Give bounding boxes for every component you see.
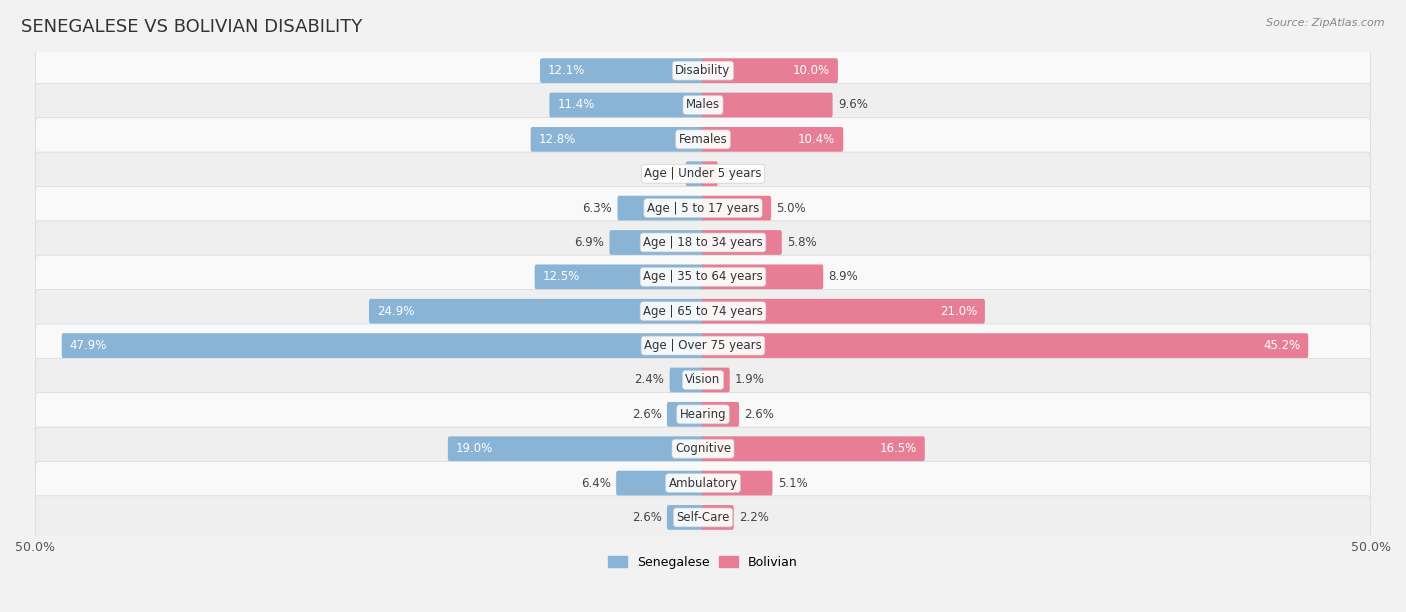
Text: 2.2%: 2.2% [740,511,769,524]
FancyBboxPatch shape [702,264,824,289]
Text: 10.4%: 10.4% [799,133,835,146]
Text: 2.4%: 2.4% [634,373,664,386]
FancyBboxPatch shape [35,49,1371,92]
FancyBboxPatch shape [35,461,1371,505]
FancyBboxPatch shape [702,92,832,118]
Text: 5.1%: 5.1% [778,477,807,490]
FancyBboxPatch shape [702,333,1308,358]
Text: 19.0%: 19.0% [456,442,494,455]
Text: Age | 35 to 64 years: Age | 35 to 64 years [643,271,763,283]
Text: Hearing: Hearing [679,408,727,421]
Text: Age | Under 5 years: Age | Under 5 years [644,167,762,181]
Text: Age | Over 75 years: Age | Over 75 years [644,339,762,352]
Text: Age | 65 to 74 years: Age | 65 to 74 years [643,305,763,318]
Text: 45.2%: 45.2% [1263,339,1301,352]
FancyBboxPatch shape [702,471,772,496]
Text: Vision: Vision [685,373,721,386]
Text: 6.9%: 6.9% [574,236,605,249]
FancyBboxPatch shape [35,427,1371,471]
Text: SENEGALESE VS BOLIVIAN DISABILITY: SENEGALESE VS BOLIVIAN DISABILITY [21,18,363,36]
FancyBboxPatch shape [35,496,1371,539]
FancyBboxPatch shape [35,324,1371,367]
Text: Cognitive: Cognitive [675,442,731,455]
FancyBboxPatch shape [666,402,704,427]
FancyBboxPatch shape [702,196,770,220]
FancyBboxPatch shape [702,402,740,427]
FancyBboxPatch shape [702,368,730,392]
Text: 9.6%: 9.6% [838,99,868,111]
FancyBboxPatch shape [702,505,734,530]
Text: 5.8%: 5.8% [787,236,817,249]
FancyBboxPatch shape [449,436,704,461]
Text: 12.5%: 12.5% [543,271,579,283]
Text: 5.0%: 5.0% [776,201,806,215]
Text: Disability: Disability [675,64,731,77]
Text: 6.3%: 6.3% [582,201,612,215]
FancyBboxPatch shape [62,333,704,358]
FancyBboxPatch shape [534,264,704,289]
Text: 21.0%: 21.0% [939,305,977,318]
FancyBboxPatch shape [35,289,1371,333]
Text: 1.0%: 1.0% [723,167,752,181]
Text: 47.9%: 47.9% [70,339,107,352]
Text: 24.9%: 24.9% [377,305,415,318]
Text: 10.0%: 10.0% [793,64,830,77]
FancyBboxPatch shape [35,83,1371,127]
Text: 12.8%: 12.8% [538,133,576,146]
FancyBboxPatch shape [540,58,704,83]
Text: Females: Females [679,133,727,146]
Text: 16.5%: 16.5% [880,442,917,455]
Text: Age | 5 to 17 years: Age | 5 to 17 years [647,201,759,215]
Text: 2.6%: 2.6% [631,511,662,524]
FancyBboxPatch shape [368,299,704,324]
Text: 11.4%: 11.4% [557,99,595,111]
Text: Males: Males [686,99,720,111]
FancyBboxPatch shape [35,255,1371,299]
FancyBboxPatch shape [686,162,704,186]
FancyBboxPatch shape [666,505,704,530]
FancyBboxPatch shape [702,127,844,152]
FancyBboxPatch shape [35,393,1371,436]
Text: Age | 18 to 34 years: Age | 18 to 34 years [643,236,763,249]
Text: 2.6%: 2.6% [744,408,775,421]
FancyBboxPatch shape [550,92,704,118]
FancyBboxPatch shape [617,196,704,220]
FancyBboxPatch shape [702,436,925,461]
Text: 12.1%: 12.1% [548,64,585,77]
FancyBboxPatch shape [616,471,704,496]
Text: 1.2%: 1.2% [651,167,681,181]
FancyBboxPatch shape [702,162,717,186]
Text: 8.9%: 8.9% [828,271,858,283]
Text: Self-Care: Self-Care [676,511,730,524]
Text: 1.9%: 1.9% [735,373,765,386]
Text: 2.6%: 2.6% [631,408,662,421]
FancyBboxPatch shape [609,230,704,255]
Text: Source: ZipAtlas.com: Source: ZipAtlas.com [1267,18,1385,28]
FancyBboxPatch shape [530,127,704,152]
Text: 6.4%: 6.4% [581,477,610,490]
FancyBboxPatch shape [669,368,704,392]
FancyBboxPatch shape [35,358,1371,401]
FancyBboxPatch shape [702,58,838,83]
FancyBboxPatch shape [35,118,1371,161]
FancyBboxPatch shape [35,221,1371,264]
FancyBboxPatch shape [702,230,782,255]
FancyBboxPatch shape [702,299,984,324]
FancyBboxPatch shape [35,187,1371,230]
Text: Ambulatory: Ambulatory [668,477,738,490]
Legend: Senegalese, Bolivian: Senegalese, Bolivian [603,551,803,573]
FancyBboxPatch shape [35,152,1371,195]
